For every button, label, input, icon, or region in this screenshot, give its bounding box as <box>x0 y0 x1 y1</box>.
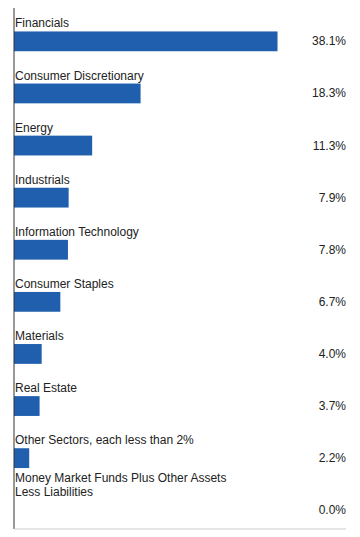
chart-container: Financials 38.1% Consumer Discretionary 18.… <box>0 0 360 537</box>
bar <box>14 136 92 156</box>
category-label: Energy <box>15 121 53 135</box>
category-label: Financials <box>15 16 69 30</box>
bar <box>14 84 141 104</box>
data-label: 3.7% <box>319 399 347 413</box>
category-label: Consumer Staples <box>15 277 114 291</box>
category-label: Materials <box>15 329 64 343</box>
axis-line <box>14 8 15 529</box>
category-label: Money Market Funds Plus Other AssetsLess… <box>15 471 226 499</box>
data-label: 2.2% <box>319 451 347 465</box>
bars <box>14 31 278 468</box>
data-label: 0.0% <box>319 503 347 517</box>
bar <box>14 292 60 312</box>
bar <box>14 188 69 208</box>
data-label: 7.8% <box>319 243 347 257</box>
bar <box>14 31 278 51</box>
data-label: 38.1% <box>312 34 346 48</box>
category-label: Real Estate <box>15 381 77 395</box>
data-label: 6.7% <box>319 295 347 309</box>
data-label: 18.3% <box>312 86 346 100</box>
range-line <box>14 529 346 530</box>
labels: Financials 38.1% Consumer Discretionary 18.… <box>15 16 346 517</box>
bar <box>14 240 68 260</box>
category-label: Information Technology <box>15 225 139 239</box>
data-label: 11.3% <box>313 139 346 153</box>
chart: Financials 38.1% Consumer Discretionary 18.… <box>0 0 360 537</box>
category-label: Consumer Discretionary <box>15 69 144 83</box>
data-label: 7.9% <box>319 191 347 205</box>
category-label: Industrials <box>15 173 70 187</box>
category-label: Other Sectors, each less than 2% <box>15 433 194 447</box>
bar <box>14 396 40 416</box>
bar <box>14 344 42 364</box>
data-label: 4.0% <box>319 347 347 361</box>
bar <box>14 448 29 468</box>
